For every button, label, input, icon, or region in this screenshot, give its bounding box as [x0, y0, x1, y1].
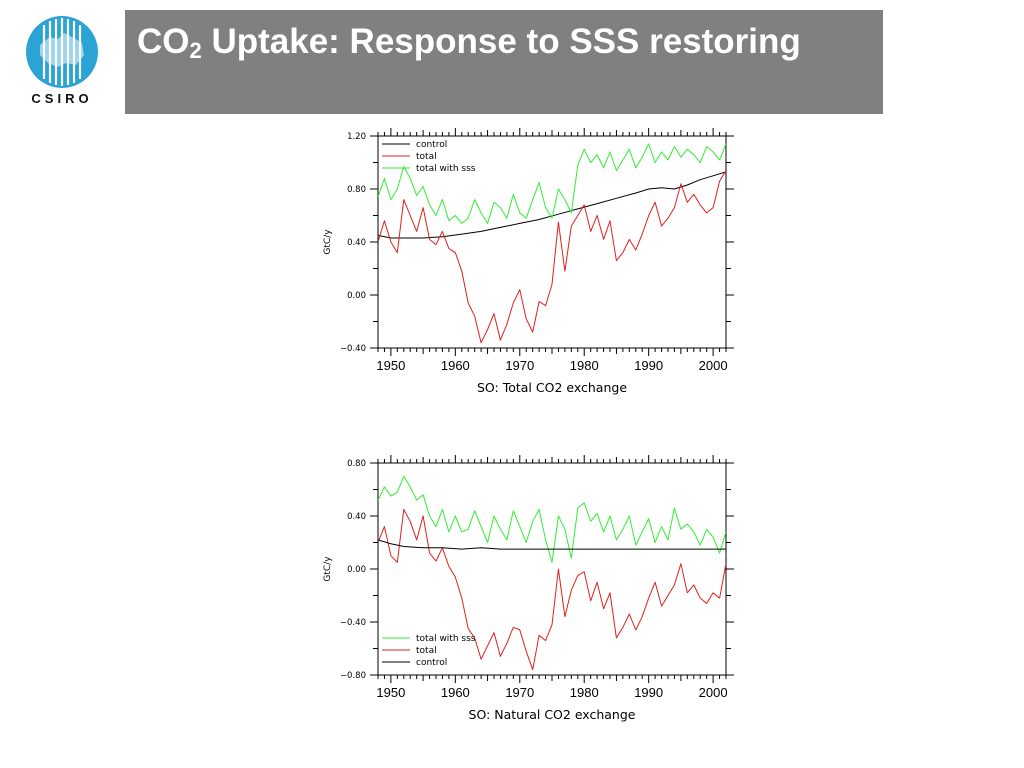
x-tick-label: 1980 — [570, 685, 599, 700]
page-title: CO2 Uptake: Response to SSS restoring — [137, 20, 883, 64]
series-line-control — [378, 539, 726, 550]
chart-total-co2-exchange: 1950 1960 1970 1980 1990 2000 −0.40 0.00 0.40 0.8… — [318, 128, 738, 403]
y-tick-label: 0.00 — [347, 565, 366, 575]
y-axis-label: GtC/y — [323, 229, 333, 255]
x-tick-label: 1950 — [376, 358, 405, 373]
x-tick-label: 1980 — [570, 358, 599, 373]
title-rest: Uptake: Response to SSS restoring — [201, 22, 801, 61]
x-axis-label: SO: Natural CO2 exchange — [469, 707, 636, 722]
x-tick-label: 1960 — [441, 685, 470, 700]
logo-text: CSIRO — [31, 91, 92, 106]
legend: control total total with sss — [382, 140, 476, 174]
x-tick-label: 1990 — [634, 358, 663, 373]
series-line-total — [378, 170, 726, 344]
chart-2-svg: 1950 1960 1970 1980 1990 2000 −0.80 −0.40 0.00 0.… — [323, 455, 734, 722]
y-tick-label: 0.80 — [347, 185, 366, 195]
x-tick-label: 1970 — [505, 685, 534, 700]
x-tick-label: 1990 — [634, 685, 663, 700]
y-tick-label: 0.40 — [347, 238, 366, 248]
legend: total with sss total control — [382, 634, 476, 668]
legend-label: total — [416, 152, 437, 162]
y-axis-label: GtC/y — [323, 556, 333, 582]
x-tick-label: 2000 — [699, 358, 728, 373]
y-tick-label: −0.80 — [340, 671, 366, 681]
title-prefix: CO — [137, 22, 190, 61]
x-ticks — [377, 455, 727, 683]
series-line-total-with-sss — [378, 143, 726, 224]
legend-label: control — [416, 658, 447, 668]
y-tick-label: 1.20 — [347, 132, 366, 142]
x-tick-label: 1960 — [441, 358, 470, 373]
x-axis-label: SO: Total CO2 exchange — [477, 380, 627, 395]
csiro-logo-icon: CSIRO — [26, 16, 98, 106]
legend-label: total with sss — [416, 164, 476, 174]
y-tick-label: −0.40 — [340, 618, 366, 628]
title-subscript: 2 — [189, 38, 202, 63]
legend-label: total — [416, 646, 437, 656]
x-tick-label: 1970 — [505, 358, 534, 373]
x-tick-label: 1950 — [376, 685, 405, 700]
x-tick-label: 2000 — [699, 685, 728, 700]
series-line-total-with-sss — [378, 475, 726, 563]
legend-label: total with sss — [416, 634, 476, 644]
series-line-control — [378, 171, 726, 239]
y-tick-label: 0.40 — [347, 512, 366, 522]
chart-natural-co2-exchange: 1950 1960 1970 1980 1990 2000 −0.80 −0.40 0.00 0.… — [318, 455, 738, 730]
x-ticks — [377, 128, 727, 356]
series-line-total — [378, 508, 726, 671]
y-tick-label: 0.00 — [347, 291, 366, 301]
legend-label: control — [416, 140, 447, 150]
chart-1-svg: 1950 1960 1970 1980 1990 2000 −0.40 0.00 0.40 0.8… — [323, 128, 734, 395]
csiro-logo: CSIRO — [22, 15, 102, 107]
y-tick-label: 0.80 — [347, 459, 366, 469]
title-bar: CO2 Uptake: Response to SSS restoring — [125, 10, 883, 114]
y-tick-label: −0.40 — [340, 344, 366, 354]
